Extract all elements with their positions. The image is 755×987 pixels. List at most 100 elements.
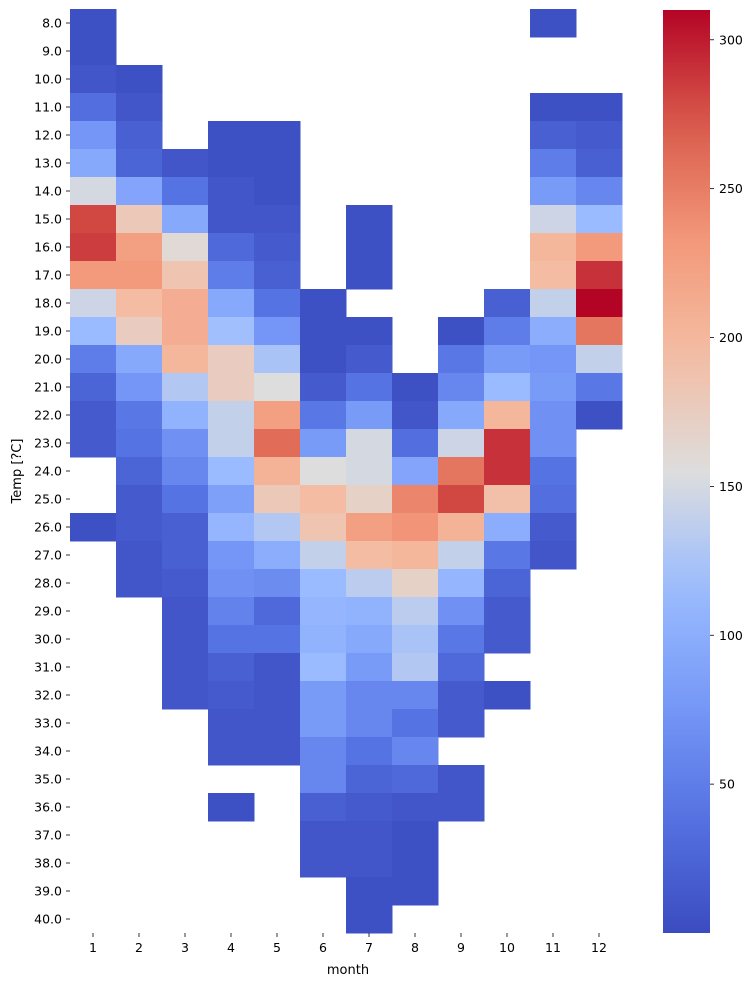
heatmap-cell	[300, 737, 347, 766]
heatmap-cell	[484, 401, 531, 430]
heatmap-cell	[116, 261, 163, 290]
heatmap-cell	[254, 709, 301, 738]
heatmap-cell	[70, 177, 117, 206]
heatmap-cell	[162, 261, 209, 290]
heatmap-cell	[116, 373, 163, 402]
heatmap-cell	[70, 93, 117, 122]
heatmap-cell	[208, 429, 255, 458]
heatmap-cell	[530, 345, 577, 374]
heatmap-cell	[162, 177, 209, 206]
heatmap-cell	[162, 653, 209, 682]
y-tick-label: 31.0	[34, 660, 62, 675]
heatmap-cell	[162, 149, 209, 178]
y-tick-label: 12.0	[34, 128, 62, 143]
x-tick-label: 1	[89, 940, 97, 955]
heatmap-cell	[438, 653, 485, 682]
heatmap-cell	[484, 681, 531, 710]
y-tick-label: 21.0	[34, 380, 62, 395]
heatmap-cell	[438, 485, 485, 514]
heatmap-cell	[346, 261, 393, 290]
y-tick-label: 39.0	[34, 884, 62, 899]
heatmap-cell	[392, 569, 439, 598]
heatmap-cell	[70, 37, 117, 66]
heatmap-cell	[438, 569, 485, 598]
heatmap-cell	[208, 681, 255, 710]
heatmap-cell	[530, 149, 577, 178]
y-tick-label: 28.0	[34, 576, 62, 591]
heatmap-cell	[576, 317, 623, 346]
heatmap-cell	[530, 373, 577, 402]
heatmap-cell	[300, 317, 347, 346]
heatmap-cell	[70, 373, 117, 402]
colorbar-gradient	[663, 10, 710, 933]
y-tick-label: 10.0	[34, 72, 62, 87]
heatmap-cell	[254, 513, 301, 542]
y-tick-label: 38.0	[34, 856, 62, 871]
heatmap-cell	[346, 233, 393, 262]
heatmap-cell	[254, 317, 301, 346]
heatmap-cell	[346, 345, 393, 374]
heatmap-cell	[530, 457, 577, 486]
heatmap-cell	[254, 597, 301, 626]
heatmap-cell	[346, 653, 393, 682]
heatmap-cell	[254, 261, 301, 290]
heatmap-cell	[346, 765, 393, 794]
heatmap-cell	[392, 485, 439, 514]
heatmap-cell	[438, 709, 485, 738]
heatmap-cell	[530, 233, 577, 262]
heatmap-cell	[392, 737, 439, 766]
heatmap-cell	[70, 513, 117, 542]
heatmap-cell	[392, 877, 439, 906]
heatmap-cell	[116, 541, 163, 570]
heatmap-cell	[208, 793, 255, 822]
y-tick-label: 22.0	[34, 408, 62, 423]
colorbar-tick-label: 100	[719, 628, 743, 643]
heatmap-cell	[254, 625, 301, 654]
heatmap-cell	[254, 289, 301, 318]
heatmap-cell	[254, 485, 301, 514]
heatmap-cell	[208, 373, 255, 402]
heatmap-cell	[162, 541, 209, 570]
heatmap-cell	[300, 373, 347, 402]
heatmap-cell	[438, 793, 485, 822]
x-tick-label: 7	[365, 940, 373, 955]
heatmap-cell	[254, 429, 301, 458]
heatmap-cell	[576, 289, 623, 318]
y-tick-label: 37.0	[34, 828, 62, 843]
heatmap-cell	[346, 625, 393, 654]
x-axis-label: month	[327, 963, 369, 978]
y-tick-label: 13.0	[34, 156, 62, 171]
heatmap-cells	[70, 9, 623, 934]
colorbar-tick-label: 300	[719, 32, 743, 47]
heatmap-cell	[300, 513, 347, 542]
y-tick-label: 16.0	[34, 240, 62, 255]
y-tick-label: 33.0	[34, 716, 62, 731]
heatmap-cell	[208, 317, 255, 346]
heatmap-cell	[392, 625, 439, 654]
heatmap-cell	[70, 149, 117, 178]
heatmap-cell	[346, 849, 393, 878]
x-tick-label: 2	[135, 940, 143, 955]
heatmap-cell	[208, 261, 255, 290]
heatmap-cell	[70, 261, 117, 290]
heatmap-cell	[254, 345, 301, 374]
y-tick-label: 17.0	[34, 268, 62, 283]
heatmap-cell	[484, 513, 531, 542]
heatmap-cell	[346, 457, 393, 486]
heatmap-cell	[116, 121, 163, 150]
heatmap-cell	[530, 485, 577, 514]
heatmap-cell	[346, 541, 393, 570]
y-tick-label: 18.0	[34, 296, 62, 311]
heatmap-cell	[70, 345, 117, 374]
heatmap-cell	[346, 513, 393, 542]
heatmap-cell	[162, 233, 209, 262]
y-tick-label: 20.0	[34, 352, 62, 367]
heatmap-cell	[530, 205, 577, 234]
y-tick-label: 34.0	[34, 744, 62, 759]
heatmap-cell	[392, 541, 439, 570]
heatmap-cell	[254, 541, 301, 570]
heatmap-cell	[162, 597, 209, 626]
heatmap-cell	[162, 317, 209, 346]
heatmap-cell	[392, 597, 439, 626]
heatmap-cell	[254, 233, 301, 262]
